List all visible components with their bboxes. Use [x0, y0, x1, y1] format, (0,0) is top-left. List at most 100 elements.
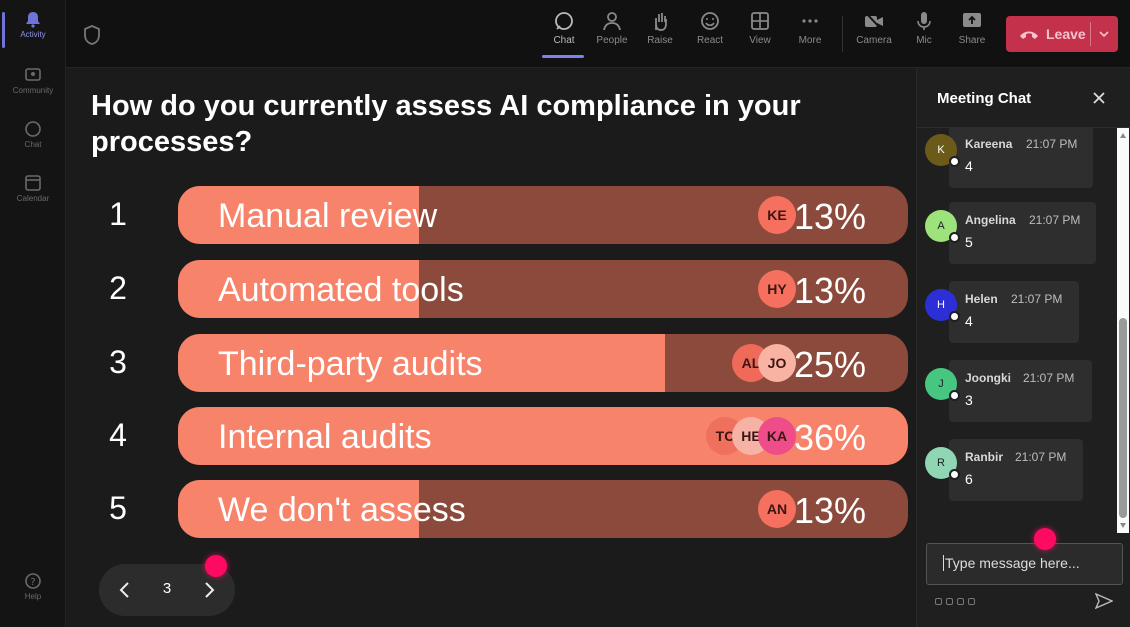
voter-avatars: AN — [758, 490, 796, 528]
scroll-down-arrow[interactable] — [1120, 523, 1126, 528]
voter-avatar: KA — [758, 417, 796, 455]
toolbar-mic-button[interactable]: Mic — [902, 10, 946, 46]
phone-hangup-icon — [1020, 31, 1038, 39]
message-author: Ranbir — [965, 450, 1004, 464]
rail-item-activity[interactable]: Activity — [0, 10, 66, 48]
chevron-down-icon[interactable] — [1098, 28, 1110, 40]
option-percent: 13% — [793, 270, 866, 311]
toolbar-label: Chat — [553, 35, 575, 46]
chat-scrollbar[interactable] — [1117, 128, 1129, 533]
cursor-indicator — [205, 555, 227, 577]
leave-divider — [1090, 22, 1091, 46]
message-time: 21:07 PM — [1011, 292, 1063, 306]
toolbar-people-button[interactable]: People — [590, 10, 634, 46]
emoji-icon[interactable] — [957, 598, 964, 605]
voter-avatar: AN — [758, 490, 796, 528]
meeting-toolbar: Chat People Raise React View More Camera… — [66, 0, 1130, 68]
presence-dot — [949, 232, 960, 243]
poll-option[interactable]: 1 Manual review KE 13% — [66, 186, 916, 244]
send-icon[interactable] — [1095, 593, 1113, 609]
message-bubble: Ranbir 21:07 PM 6 — [949, 439, 1083, 501]
toolbar-view-button[interactable]: View — [738, 10, 782, 46]
message-author: Angelina — [965, 213, 1016, 227]
toolbar-label: React — [696, 35, 724, 46]
chat-message-input[interactable]: Type message here... — [926, 543, 1123, 585]
chat-message: Joongki 21:07 PM 3 J — [925, 360, 1111, 422]
cursor-indicator — [1034, 528, 1056, 550]
poll-option[interactable]: 3 Third-party audits AL JO 25% — [66, 334, 916, 392]
message-text: 6 — [965, 471, 973, 487]
option-fill — [178, 480, 419, 538]
message-time: 21:07 PM — [1023, 371, 1075, 385]
presence-dot — [949, 390, 960, 401]
message-time: 21:07 PM — [1029, 213, 1081, 227]
rail-item-community[interactable]: Community — [0, 66, 66, 95]
message-bubble: Kareena 21:07 PM 4 — [949, 128, 1093, 188]
help-icon: ? — [25, 573, 41, 589]
presence-dot — [949, 156, 960, 167]
toolbar-camera-button[interactable]: Camera — [852, 10, 896, 46]
scroll-thumb[interactable] — [1119, 318, 1127, 518]
option-number: 3 — [109, 344, 127, 380]
message-bubble: Angelina 21:07 PM 5 — [949, 202, 1096, 264]
format-icon[interactable] — [935, 598, 942, 605]
option-number: 2 — [109, 270, 127, 306]
chat-icon — [555, 12, 573, 30]
poll-option[interactable]: 2 Automated tools HY 13% — [66, 260, 916, 318]
toolbar-label: Share — [958, 35, 986, 46]
toolbar-react-button[interactable]: React — [688, 10, 732, 46]
toolbar-label: More — [798, 35, 822, 46]
toolbar-label: People — [596, 35, 628, 46]
option-fill — [178, 186, 419, 244]
gif-icon[interactable] — [968, 598, 975, 605]
chevron-right-icon[interactable] — [199, 580, 219, 600]
voter-avatar: HY — [758, 270, 796, 308]
attach-icon[interactable] — [946, 598, 953, 605]
leave-button[interactable]: Leave — [1006, 16, 1118, 52]
voter-avatar: KE — [758, 196, 796, 234]
rail-item-chat[interactable]: Chat — [0, 120, 66, 149]
rail-label: Activity — [20, 30, 46, 39]
community-icon — [25, 68, 41, 81]
page-number: 3 — [162, 580, 172, 597]
mic-icon — [917, 12, 931, 30]
poll-option[interactable]: 5 We don't assess AN 13% — [66, 480, 916, 538]
voter-avatars: AL JO — [732, 344, 796, 382]
toolbar-more-button[interactable]: More — [788, 10, 832, 46]
option-label: Internal audits — [218, 418, 432, 456]
rail-item-calendar[interactable]: Calendar — [0, 174, 66, 203]
chat-message: Angelina 21:07 PM 5 A — [925, 202, 1111, 264]
scroll-up-arrow[interactable] — [1120, 133, 1126, 138]
toolbar-share-button[interactable]: Share — [950, 10, 994, 46]
option-label: Third-party audits — [218, 345, 483, 383]
svg-text:?: ? — [30, 577, 35, 588]
close-icon[interactable] — [1091, 90, 1107, 106]
chat-title: Meeting Chat — [937, 90, 1032, 107]
text-caret — [943, 555, 944, 571]
option-percent: 13% — [793, 490, 866, 531]
toolbar-divider — [842, 16, 843, 52]
rail-item-help[interactable]: ? Help — [0, 572, 66, 601]
option-percent: 36% — [793, 417, 866, 458]
message-time: 21:07 PM — [1026, 137, 1078, 151]
option-label: We don't assess — [218, 491, 466, 529]
option-number: 4 — [109, 417, 127, 453]
chevron-left-icon[interactable] — [115, 580, 135, 600]
toolbar-raise-button[interactable]: Raise — [638, 10, 682, 46]
option-bar: Internal audits TC HE KA 36% — [178, 407, 908, 465]
view-icon — [751, 12, 769, 30]
rail-label: Chat — [24, 140, 42, 149]
leave-label: Leave — [1046, 26, 1086, 42]
voter-avatars: TC HE KA — [706, 417, 796, 455]
chat-message: Helen 21:07 PM 4 H — [925, 281, 1111, 343]
chat-message-list: Kareena 21:07 PM 4 K Angelina 21:07 PM 5… — [917, 128, 1117, 533]
toolbar-chat-button[interactable]: Chat — [542, 10, 586, 58]
message-text: 4 — [965, 158, 973, 174]
bell-icon — [26, 12, 40, 28]
share-icon — [963, 13, 981, 27]
toolbar-label: Camera — [856, 35, 892, 46]
poll-option[interactable]: 4 Internal audits TC HE KA 36% — [66, 407, 916, 465]
message-author: Helen — [965, 292, 998, 306]
camera-off-icon — [865, 12, 883, 31]
message-text: 3 — [965, 392, 973, 408]
